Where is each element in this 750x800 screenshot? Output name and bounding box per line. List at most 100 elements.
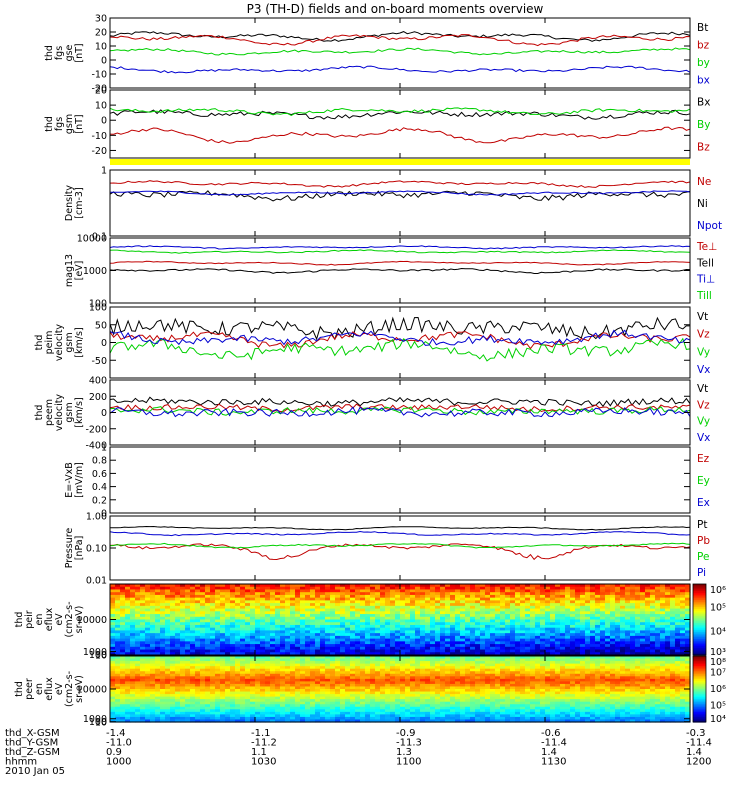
spectrogram-cell [235, 597, 241, 601]
spectrogram-cell [360, 611, 366, 615]
spectrogram-cell [230, 584, 236, 588]
y-tick-label: 10 [95, 650, 107, 661]
spectrogram-cell [245, 658, 251, 662]
spectrogram-cell [245, 589, 251, 593]
spectrogram-cell [115, 630, 121, 634]
spectrogram-cell [145, 635, 151, 640]
spectrogram-cell [165, 592, 171, 596]
spectrogram-cell [380, 589, 386, 593]
spectrogram-cell [125, 644, 131, 648]
spectrogram-cell [365, 706, 371, 710]
legend-bx: bx [697, 74, 710, 86]
spectrogram-cell [515, 638, 521, 642]
spectrogram-cell [200, 638, 206, 642]
spectrogram-cell [680, 603, 686, 607]
spectrogram-cell [170, 699, 176, 703]
spectrogram-cell [255, 656, 261, 660]
spectrogram-cell [530, 641, 536, 645]
spectrogram-cell [160, 586, 166, 591]
spectrogram-cell [470, 584, 476, 588]
spectrogram-cell [380, 699, 386, 703]
spectrogram-cell [145, 611, 151, 615]
spectrogram-cell [300, 600, 306, 604]
spectrogram-cell [405, 678, 411, 682]
spectrogram-cell [365, 627, 371, 632]
spectrogram-cell [350, 646, 356, 651]
spectrogram-cell [140, 603, 146, 607]
spectrogram-cell [520, 584, 526, 588]
spectrogram-cell [200, 649, 206, 653]
spectrogram-cell [460, 630, 466, 634]
spectrogram-cell [545, 600, 551, 604]
spectrogram-cell [240, 652, 246, 656]
spectrogram-cell [190, 605, 196, 610]
spectrogram-cell [210, 605, 216, 610]
spectrogram-cell [350, 691, 356, 695]
spectrogram-cell [480, 597, 486, 601]
spectrogram-cell [480, 641, 486, 645]
spectrogram-cell [450, 614, 456, 618]
spectrogram-cell [190, 586, 196, 591]
spectrogram-cell [385, 605, 391, 610]
spectrogram-cell [675, 646, 681, 651]
spectrogram-cell [225, 701, 231, 705]
spectrogram-cell [405, 635, 411, 640]
spectrogram-cell [340, 714, 346, 718]
spectrogram-cell [350, 589, 356, 593]
spectrogram-cell [280, 630, 286, 634]
spectrogram-cell [145, 638, 151, 642]
spectrogram-cell [415, 608, 421, 612]
spectrogram-cell [305, 676, 311, 680]
spectrogram-cell [325, 630, 331, 634]
spectrogram-cell [605, 635, 611, 640]
spectrogram-cell [580, 616, 586, 621]
spectrogram-cell [125, 619, 131, 623]
spectrogram-cell [235, 681, 241, 685]
spectrogram-cell [490, 605, 496, 610]
y-tick-label: 1 [101, 166, 107, 177]
spectrogram-cell [560, 616, 566, 621]
spectrogram-cell [460, 619, 466, 623]
spectrogram-cell [420, 622, 426, 626]
spectrogram-cell [115, 663, 121, 667]
spectrogram-cell [405, 656, 411, 660]
spectrogram-cell [595, 641, 601, 645]
spectrogram-cell [245, 619, 251, 623]
spectrogram-cell [155, 608, 161, 612]
spectrogram-cell [635, 611, 641, 615]
spectrogram-cell [240, 614, 246, 618]
spectrogram-cell [465, 589, 471, 593]
spectrogram-cell [160, 661, 166, 665]
spectrogram-cell [430, 649, 436, 653]
spectrogram-cell [360, 597, 366, 601]
spectrogram-cell [240, 711, 246, 715]
spectrogram-cell [250, 614, 256, 618]
spectrogram-cell [115, 704, 121, 708]
spectrogram-cell [640, 627, 646, 632]
spectrogram-cell [115, 676, 121, 680]
spectrogram-cell [250, 663, 256, 667]
spectrogram-cell [185, 608, 191, 612]
spectrogram-cell [375, 716, 381, 721]
spectrogram-cell [360, 686, 366, 690]
spectrogram-cell [470, 627, 476, 632]
spectrogram-cell [485, 622, 491, 626]
spectrogram-cell [145, 694, 151, 698]
spectrogram-cell [335, 600, 341, 604]
spectrogram-cell [420, 683, 426, 688]
spectrogram-cell [310, 681, 316, 685]
spectrogram-cell [245, 699, 251, 703]
spectrogram-cell [305, 635, 311, 640]
spectrogram-cell [365, 668, 371, 672]
spectrogram-cell [145, 668, 151, 672]
spectrogram-cell [130, 663, 136, 667]
colorbar-segment [693, 599, 706, 603]
spectrogram-cell [185, 716, 191, 721]
spectrogram-cell [350, 584, 356, 588]
spectrogram-cell [235, 701, 241, 705]
spectrogram-cell [410, 686, 416, 690]
spectrogram-cell [350, 699, 356, 703]
spectrogram-cell [195, 716, 201, 721]
spectrogram-cell [270, 622, 276, 626]
spectrogram-cell [660, 627, 666, 632]
